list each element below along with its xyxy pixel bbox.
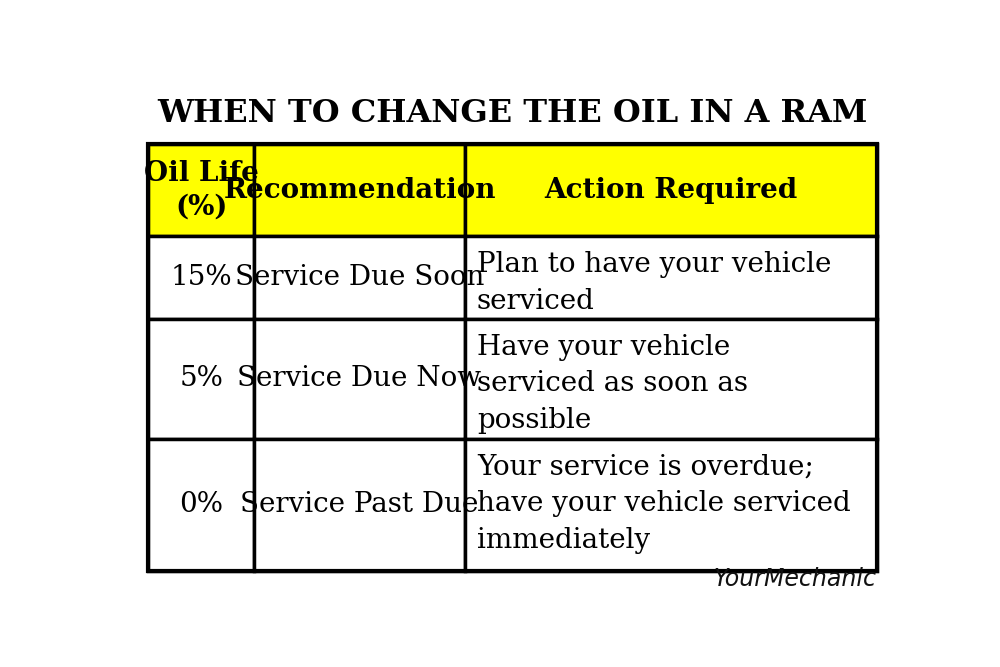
Text: Plan to have your vehicle
serviced: Plan to have your vehicle serviced bbox=[477, 251, 831, 315]
Text: Have your vehicle
serviced as soon as
possible: Have your vehicle serviced as soon as po… bbox=[477, 334, 748, 434]
Text: Service Due Soon: Service Due Soon bbox=[235, 264, 484, 291]
Bar bbox=[254, 144, 465, 236]
Bar bbox=[148, 236, 254, 319]
Bar bbox=[148, 319, 254, 439]
Text: Action Required: Action Required bbox=[544, 177, 798, 203]
Bar bbox=[465, 236, 877, 319]
Bar bbox=[148, 439, 254, 570]
Bar bbox=[465, 439, 877, 570]
Text: 0%: 0% bbox=[179, 491, 223, 518]
Text: Your service is overdue;
have your vehicle serviced
immediately: Your service is overdue; have your vehic… bbox=[477, 454, 851, 554]
Text: Service Due Now: Service Due Now bbox=[237, 365, 482, 392]
Bar bbox=[148, 144, 254, 236]
Bar bbox=[465, 144, 877, 236]
Bar bbox=[254, 236, 465, 319]
Text: Oil Life
(%): Oil Life (%) bbox=[144, 160, 259, 220]
Text: 5%: 5% bbox=[179, 365, 223, 392]
Text: Recommendation: Recommendation bbox=[223, 177, 496, 203]
Bar bbox=[254, 439, 465, 570]
Text: Service Past Due: Service Past Due bbox=[240, 491, 479, 518]
Text: 15%: 15% bbox=[170, 264, 232, 291]
Text: YourMechanic: YourMechanic bbox=[714, 567, 877, 591]
Bar bbox=[148, 144, 877, 570]
Text: WHEN TO CHANGE THE OIL IN A RAM: WHEN TO CHANGE THE OIL IN A RAM bbox=[157, 98, 868, 129]
Bar bbox=[254, 319, 465, 439]
Bar bbox=[465, 319, 877, 439]
